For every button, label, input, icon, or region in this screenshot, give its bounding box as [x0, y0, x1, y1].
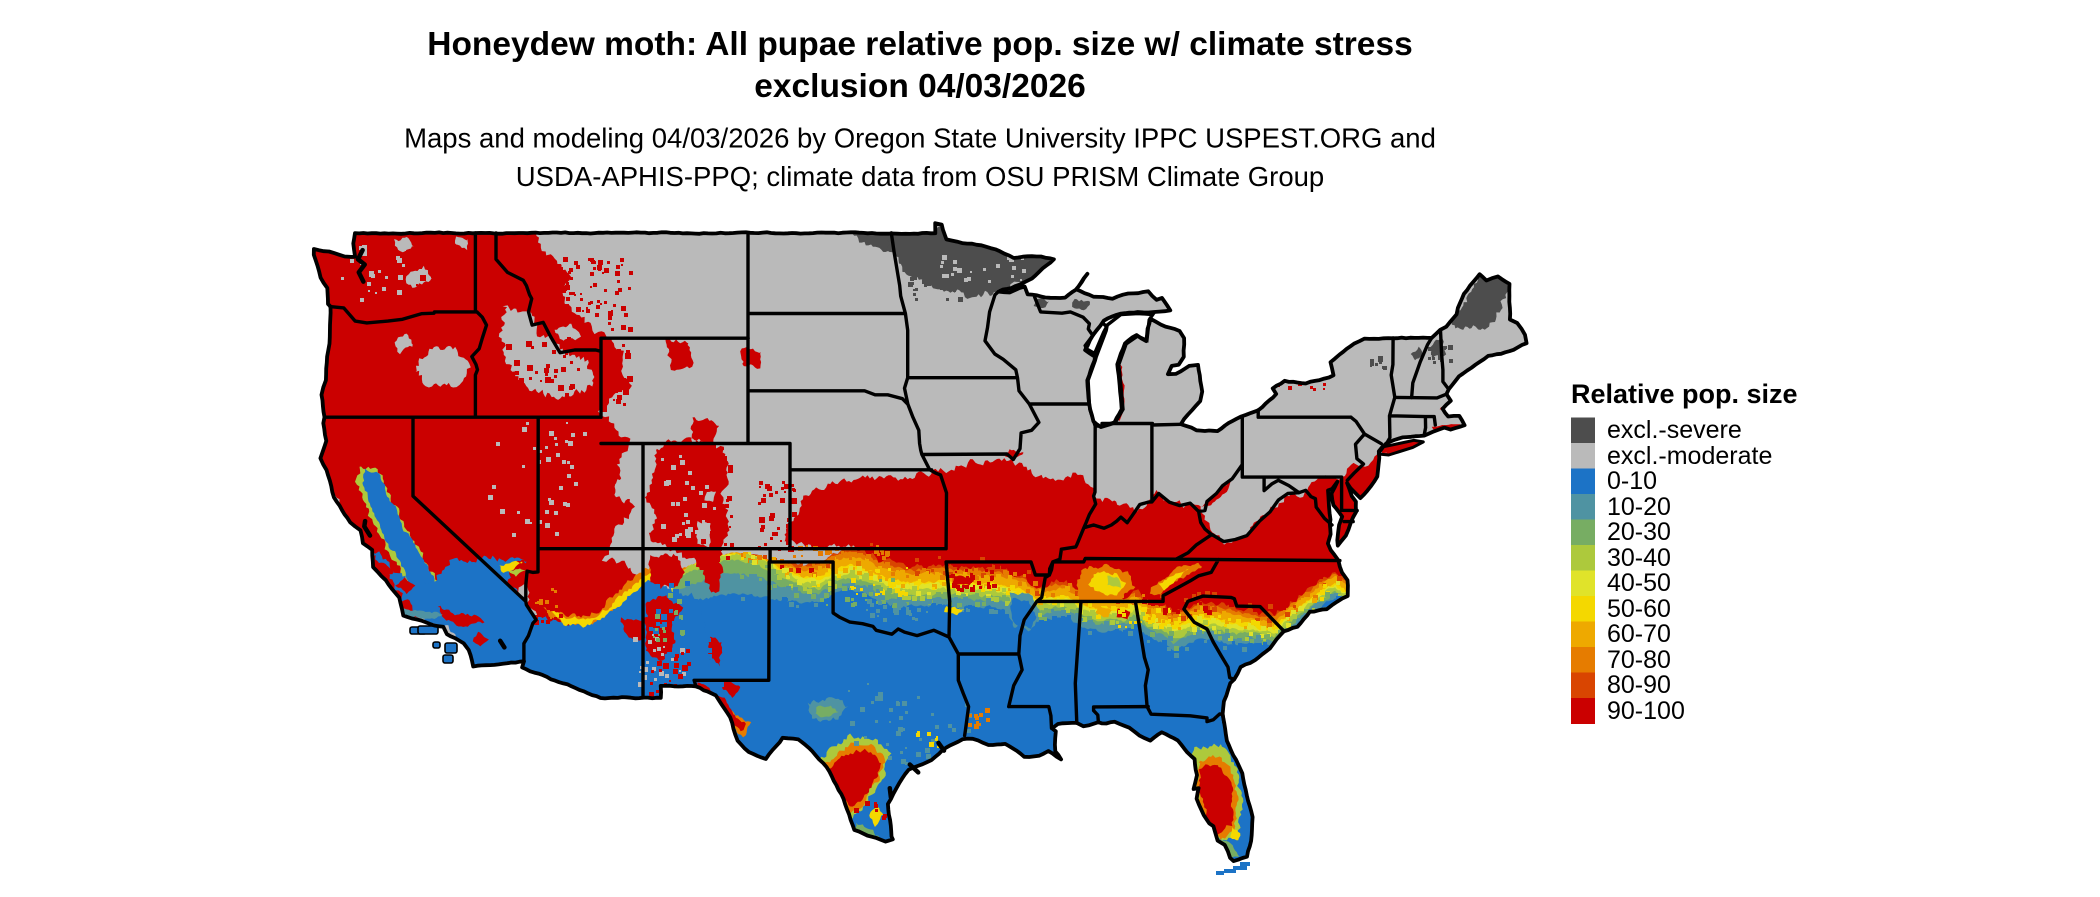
svg-text:60-70: 60-70	[1607, 620, 1671, 648]
svg-text:20-30: 20-30	[1607, 518, 1671, 546]
svg-text:0-10: 0-10	[1607, 467, 1657, 495]
svg-text:Honeydew moth: All pupae relat: Honeydew moth: All pupae relative pop. s…	[427, 26, 1412, 63]
svg-text:excl.-severe: excl.-severe	[1607, 416, 1742, 444]
svg-text:Maps and modeling 04/03/2026 b: Maps and modeling 04/03/2026 by Oregon S…	[404, 123, 1436, 154]
svg-text:30-40: 30-40	[1607, 544, 1671, 572]
svg-text:exclusion 04/03/2026: exclusion 04/03/2026	[754, 68, 1086, 105]
svg-text:USDA-APHIS-PPQ; climate data f: USDA-APHIS-PPQ; climate data from OSU PR…	[516, 161, 1324, 192]
svg-text:excl.-moderate: excl.-moderate	[1607, 442, 1772, 470]
svg-text:90-100: 90-100	[1607, 697, 1685, 725]
svg-text:80-90: 80-90	[1607, 671, 1671, 699]
svg-text:40-50: 40-50	[1607, 569, 1671, 597]
svg-text:50-60: 50-60	[1607, 595, 1671, 623]
svg-text:Relative pop. size: Relative pop. size	[1571, 379, 1798, 409]
svg-text:10-20: 10-20	[1607, 493, 1671, 521]
svg-text:70-80: 70-80	[1607, 646, 1671, 674]
